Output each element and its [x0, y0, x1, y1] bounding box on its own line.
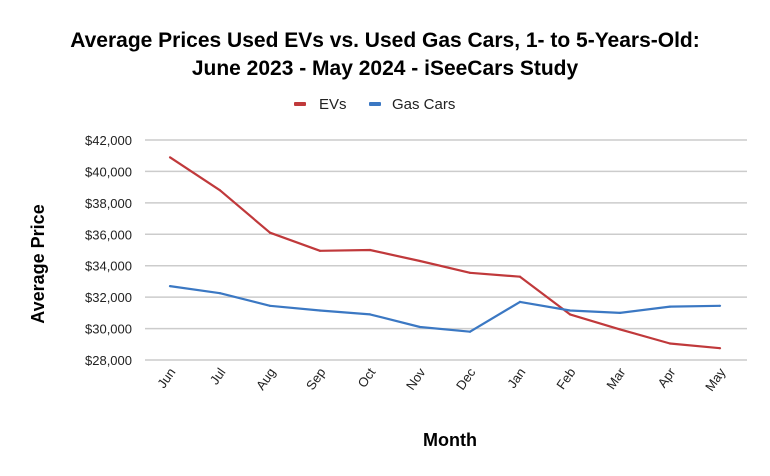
y-tick-label: $42,000 — [85, 133, 132, 148]
data-point — [218, 292, 222, 295]
data-point — [668, 342, 672, 345]
y-axis-title: Average Price — [28, 204, 48, 323]
data-point — [418, 259, 422, 263]
legend-swatch-gas-cars — [369, 102, 381, 106]
y-tick-label: $32,000 — [85, 290, 132, 305]
legend-label-gas-cars: Gas Cars — [392, 96, 455, 113]
data-point — [318, 249, 322, 252]
x-tick-label: Jan — [504, 365, 528, 391]
series-line-evs — [169, 156, 721, 350]
y-tick-label: $40,000 — [85, 164, 132, 179]
x-tick-label: Aug — [253, 365, 279, 393]
data-point — [518, 300, 522, 303]
x-tick-label: Mar — [603, 365, 629, 392]
x-tick-label: Nov — [403, 365, 429, 393]
data-point — [418, 325, 422, 329]
y-tick-label: $38,000 — [85, 196, 132, 211]
chart-title-line-2: June 2023 - May 2024 - iSeeCars Study — [192, 57, 579, 80]
data-point — [318, 309, 322, 312]
data-point — [568, 313, 572, 316]
x-axis-ticks: Jun Jul Aug Sep Oct Nov Dec Jan Feb Mar Apr May — [154, 365, 729, 394]
y-tick-label: $36,000 — [85, 227, 132, 242]
data-point — [618, 311, 622, 314]
x-tick-label: Jun — [154, 365, 178, 391]
y-axis-ticks: $28,000 $30,000 $32,000 $34,000 $36,000 $38,0… — [85, 133, 132, 368]
legend-item-evs[interactable]: EVs — [294, 96, 347, 113]
x-tick-label: Feb — [553, 365, 578, 392]
data-point — [518, 275, 522, 278]
data-point — [368, 248, 372, 252]
data-point — [718, 347, 722, 350]
x-tick-label: Sep — [303, 365, 329, 393]
series-lines — [168, 156, 722, 350]
data-point — [268, 231, 272, 234]
chart-title-line-1: Average Prices Used EVs vs. Used Gas Car… — [70, 29, 700, 52]
legend: EVs Gas Cars — [294, 96, 455, 113]
x-tick-label: Apr — [655, 365, 679, 391]
y-tick-label: $30,000 — [85, 322, 132, 337]
x-tick-label: Jul — [207, 365, 229, 387]
data-point — [568, 309, 572, 312]
series-line-gas-cars — [169, 285, 721, 333]
legend-item-gas-cars[interactable]: Gas Cars — [369, 96, 455, 113]
y-tick-label: $28,000 — [85, 353, 132, 368]
y-tick-label: $34,000 — [85, 259, 132, 274]
legend-label-evs: EVs — [319, 96, 347, 113]
data-point — [618, 328, 622, 331]
legend-swatch-evs — [294, 102, 306, 106]
x-tick-label: Dec — [453, 365, 479, 393]
data-point — [668, 305, 672, 308]
data-point — [218, 189, 222, 192]
x-tick-label: Oct — [355, 365, 379, 390]
x-axis-title: Month — [423, 430, 477, 450]
data-point — [168, 285, 172, 288]
data-point — [468, 330, 472, 333]
gridlines — [145, 139, 747, 361]
data-point — [268, 304, 272, 307]
data-point — [468, 271, 472, 274]
data-point — [718, 304, 722, 307]
data-point — [168, 156, 172, 159]
data-point — [368, 313, 372, 316]
x-tick-label: May — [702, 365, 729, 394]
